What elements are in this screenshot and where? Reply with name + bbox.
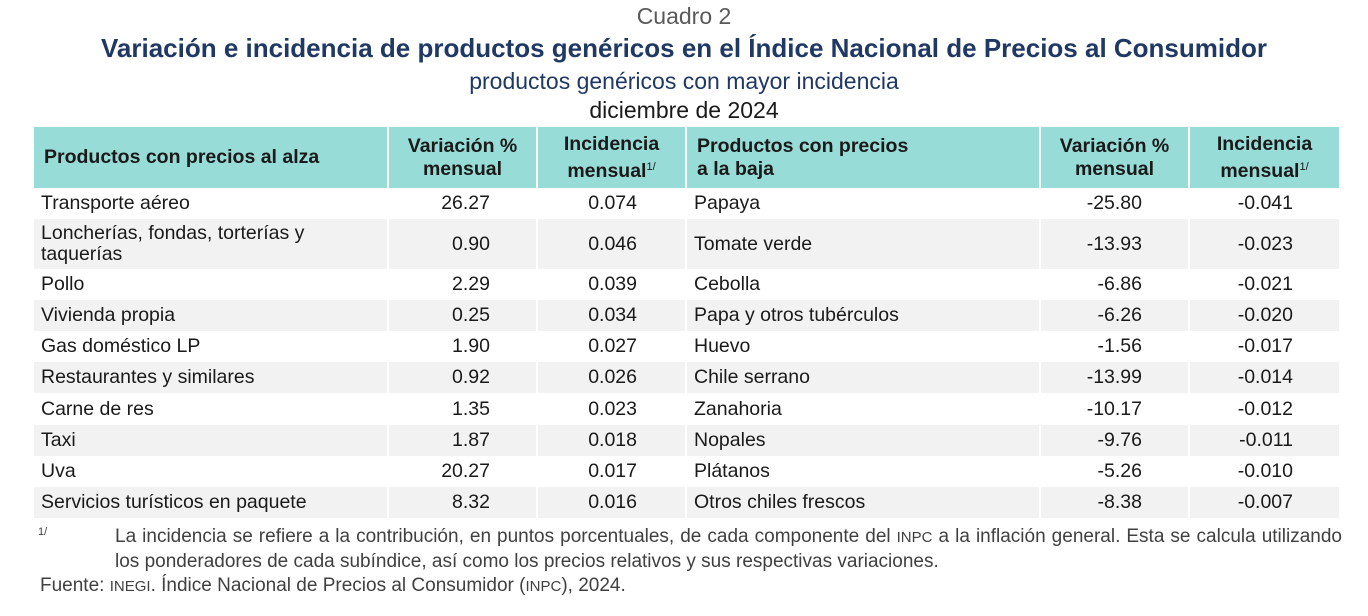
cell-up-product: Uva — [34, 456, 389, 487]
cell-down-variation: -13.99 — [1040, 362, 1190, 393]
cell-down-product: Otros chiles frescos — [686, 487, 1041, 518]
cell-up-incidence: 0.026 — [537, 362, 687, 393]
cell-up-product: Carne de res — [34, 393, 389, 425]
header-up-incidence: Incidencia mensual1/ — [537, 127, 687, 188]
cell-down-variation: -1.56 — [1040, 331, 1190, 362]
cell-down-product: Tomate verde — [686, 219, 1041, 269]
cell-up-variation: 0.25 — [388, 300, 538, 331]
cell-down-variation: -10.17 — [1040, 393, 1190, 425]
cell-up-variation: 1.87 — [388, 425, 538, 456]
header-down-variation: Variación % mensual — [1040, 127, 1190, 188]
source-note: Fuente: INEGI. Índice Nacional de Precio… — [40, 575, 626, 596]
cell-up-product: Taxi — [34, 425, 389, 456]
cell-up-incidence: 0.023 — [537, 393, 687, 425]
table-row: Gas doméstico LP 1.90 0.027 Huevo -1.56 -0.01… — [34, 331, 1339, 362]
incidence-table: Productos con precios al alza Variación … — [34, 127, 1339, 518]
cell-up-variation: 0.90 — [388, 219, 538, 269]
table-title: Variación e incidencia de productos gené… — [100, 33, 1267, 63]
cell-up-product: Restaurantes y similares — [34, 362, 389, 393]
cell-up-product: Gas doméstico LP — [34, 331, 389, 362]
footnote-mark: 1/ — [1299, 160, 1309, 173]
footnote: 1/ La incidencia se refiere a la contrib… — [38, 525, 1342, 574]
cell-down-product: Plátanos — [686, 456, 1041, 487]
cell-up-variation: 26.27 — [388, 188, 538, 219]
cell-down-incidence: -0.020 — [1189, 300, 1339, 331]
cell-up-incidence: 0.016 — [537, 487, 687, 518]
cell-down-variation: -6.86 — [1040, 269, 1190, 300]
cell-up-product: Vivienda propia — [34, 300, 389, 331]
footnote-mark: 1/ — [646, 160, 656, 173]
table-row: Carne de res 1.35 0.023 Zanahoria -10.17 -0.0… — [34, 393, 1339, 425]
cell-up-incidence: 0.074 — [537, 188, 687, 219]
cell-up-variation: 0.92 — [388, 362, 538, 393]
table-caption: Cuadro 2 — [636, 3, 732, 29]
cell-up-variation: 1.35 — [388, 393, 538, 425]
cell-down-variation: -9.76 — [1040, 425, 1190, 456]
header-up-variation: Variación % mensual — [388, 127, 538, 188]
cell-down-product: Nopales — [686, 425, 1041, 456]
cell-down-product: Cebolla — [686, 269, 1041, 300]
table-row: Vivienda propia 0.25 0.034 Papa y otros tub… — [34, 300, 1339, 331]
table-row: Taxi 1.87 0.018 Nopales -9.76 -0.011 — [34, 425, 1339, 456]
header-row: Productos con precios al alza Variación … — [34, 127, 1339, 188]
cell-up-variation: 2.29 — [388, 269, 538, 300]
cell-up-product: Loncherías, fondas, torterías y taquería… — [34, 219, 389, 269]
cell-down-variation: -6.26 — [1040, 300, 1190, 331]
cell-up-product: Servicios turísticos en paquete — [34, 487, 389, 518]
cell-down-incidence: -0.017 — [1189, 331, 1339, 362]
cell-down-variation: -25.80 — [1040, 188, 1190, 219]
table-row: Servicios turísticos en paquete 8.32 0.016… — [34, 487, 1339, 518]
cell-up-incidence: 0.034 — [537, 300, 687, 331]
cell-down-variation: -8.38 — [1040, 487, 1190, 518]
cell-up-incidence: 0.046 — [537, 219, 687, 269]
cell-up-incidence: 0.018 — [537, 425, 687, 456]
header-down-products: Productos con precios a la baja — [686, 127, 1041, 188]
cell-down-product: Zanahoria — [686, 393, 1041, 425]
footnote-text: La incidencia se refiere a la contribuci… — [115, 526, 1342, 572]
cell-down-product: Papaya — [686, 188, 1041, 219]
table-body: Transporte aéreo 26.27 0.074 Papaya -25.80 -0… — [34, 188, 1339, 518]
header-up-products: Productos con precios al alza — [34, 127, 389, 188]
cell-down-product: Papa y otros tubérculos — [686, 300, 1041, 331]
footnote-marker: 1/ — [38, 526, 48, 538]
cell-down-incidence: -0.023 — [1189, 219, 1339, 269]
table-row: Loncherías, fondas, torterías y taquería… — [34, 219, 1339, 269]
table-date: diciembre de 2024 — [589, 97, 779, 123]
cell-down-incidence: -0.041 — [1189, 188, 1339, 219]
cell-down-variation: -13.93 — [1040, 219, 1190, 269]
cell-up-product: Pollo — [34, 269, 389, 300]
cell-up-incidence: 0.027 — [537, 331, 687, 362]
table-row: Pollo 2.29 0.039 Cebolla -6.86 -0.021 — [34, 269, 1339, 300]
cell-up-variation: 1.90 — [388, 331, 538, 362]
cell-up-incidence: 0.039 — [537, 269, 687, 300]
header-down-incidence: Incidencia mensual1/ — [1189, 127, 1339, 188]
cell-down-incidence: -0.010 — [1189, 456, 1339, 487]
cell-up-variation: 20.27 — [388, 456, 538, 487]
cell-down-incidence: -0.021 — [1189, 269, 1339, 300]
table-subtitle: productos genéricos con mayor incidencia — [469, 68, 899, 94]
table-row: Uva 20.27 0.017 Plátanos -5.26 -0.010 — [34, 456, 1339, 487]
cell-up-product: Transporte aéreo — [34, 188, 389, 219]
cell-down-incidence: -0.014 — [1189, 362, 1339, 393]
cell-down-variation: -5.26 — [1040, 456, 1190, 487]
cell-down-incidence: -0.012 — [1189, 393, 1339, 425]
cell-down-product: Chile serrano — [686, 362, 1041, 393]
cell-up-variation: 8.32 — [388, 487, 538, 518]
table-row: Restaurantes y similares 0.92 0.026 Chile s… — [34, 362, 1339, 393]
cell-down-incidence: -0.011 — [1189, 425, 1339, 456]
cell-down-product: Huevo — [686, 331, 1041, 362]
table-row: Transporte aéreo 26.27 0.074 Papaya -25.80 -0… — [34, 188, 1339, 219]
cell-down-incidence: -0.007 — [1189, 487, 1339, 518]
cell-up-incidence: 0.017 — [537, 456, 687, 487]
